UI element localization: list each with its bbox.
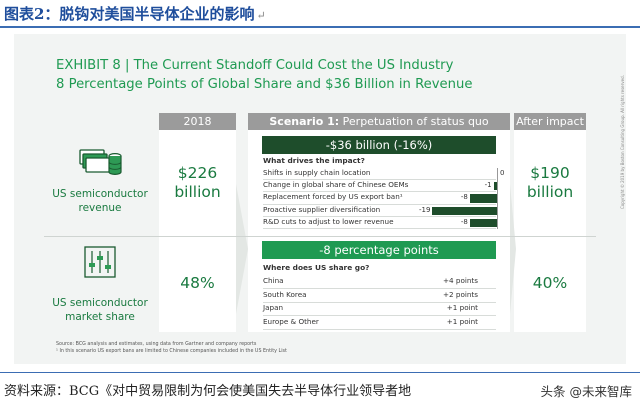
share-impact-header: -8 percentage points	[262, 241, 496, 259]
sliders-icon	[84, 246, 116, 278]
driver-bar	[469, 218, 497, 227]
share-after-value: 40%	[532, 274, 568, 292]
share-row: South Korea +2 points	[263, 289, 496, 303]
driver-value-label: -8	[460, 193, 468, 202]
money-stack-icon	[79, 149, 122, 175]
share-value: +1 point	[446, 316, 478, 326]
watermark: 头条 @未来智库	[540, 384, 632, 399]
footer-source: 资料来源：BCG《对中贸易限制为何会使美国失去半导体行业领导者地	[4, 384, 412, 399]
share-row: Europe & Other +1 point	[263, 316, 496, 330]
share-region: Europe & Other	[263, 316, 319, 326]
driver-label: Change in global share of Chinese OEMs	[263, 180, 409, 190]
col-body-after	[514, 130, 586, 332]
top-rule	[0, 26, 640, 28]
driver-label: R&D cuts to adjust to lower revenue	[263, 216, 394, 226]
col-header-2018: 2018	[159, 113, 236, 130]
share-region: China	[263, 276, 284, 285]
revenue-impact-header: -$36 billion (-16%)	[262, 136, 496, 154]
driver-divider	[263, 228, 496, 229]
driver-divider	[263, 179, 496, 181]
revenue-row-label: US semiconductor revenue	[52, 188, 148, 214]
driver-bar	[469, 194, 497, 203]
arrow-right-icon	[510, 184, 516, 314]
share-value: +2 points	[443, 289, 478, 299]
exhibit-title-line2: 8 Percentage Points of Global Share and …	[56, 77, 473, 92]
driver-value-label: -19	[418, 205, 431, 214]
bottom-rule	[0, 372, 640, 373]
footnote: ¹ In this scenario US export bans are li…	[56, 349, 287, 354]
driver-bar	[493, 182, 497, 191]
share-row-label: US semiconductor market share	[52, 297, 148, 323]
row-divider	[44, 236, 596, 237]
document-title: 图表2：脱钩对美国半导体企业的影响 ↵	[4, 5, 266, 23]
share-row: China +4 points	[263, 275, 496, 289]
driver-bar	[432, 206, 497, 215]
share-value: +4 points	[443, 276, 478, 285]
source-note: Source: BCG analysis and estimates, usin…	[56, 342, 257, 347]
driver-divider	[263, 215, 496, 217]
share-heading: Where does US share go?	[263, 263, 370, 272]
scenario-bold: Scenario 1:	[269, 115, 340, 128]
revenue-after-value: $190 billion	[526, 164, 574, 201]
col-header-after: After impact	[514, 113, 586, 130]
share-region: South Korea	[263, 289, 307, 299]
driver-label: Proactive supplier diversification	[263, 204, 381, 214]
exhibit-title: EXHIBIT 8 | The Current Standoff Could C…	[56, 56, 473, 94]
share-2018-value: 48%	[180, 274, 215, 292]
share-region: Japan	[263, 303, 284, 312]
scenario-rest: Perpetuation of status quo	[339, 115, 489, 128]
copyright-note: Copyright © 2019 by Boston Consulting Gr…	[620, 75, 625, 209]
driver-divider	[263, 203, 496, 205]
share-value: +1 point	[446, 303, 478, 312]
exhibit-title-line1: EXHIBIT 8 | The Current Standoff Could C…	[56, 58, 454, 73]
arrow-right-icon	[236, 184, 248, 314]
driver-value-label: 0	[500, 169, 505, 177]
drivers-heading: What drives the impact?	[263, 156, 365, 165]
driver-value-label: -1	[484, 181, 492, 190]
driver-label: Shifts in supply chain location	[263, 168, 371, 177]
col-body-scenario	[248, 130, 510, 332]
col-body-2018	[159, 130, 236, 332]
return-mark-icon: ↵	[256, 9, 266, 22]
driver-label: Replacement forced by US export ban¹	[263, 192, 403, 202]
driver-divider	[263, 191, 496, 193]
exhibit-panel: EXHIBIT 8 | The Current Standoff Could C…	[14, 34, 626, 364]
revenue-2018-value: $226 billion	[174, 164, 221, 201]
driver-zero-axis	[497, 168, 498, 229]
col-header-scenario: Scenario 1: Perpetuation of status quo	[248, 113, 510, 130]
driver-value-label: -8	[460, 217, 468, 226]
share-row: Japan +1 point	[263, 302, 496, 316]
